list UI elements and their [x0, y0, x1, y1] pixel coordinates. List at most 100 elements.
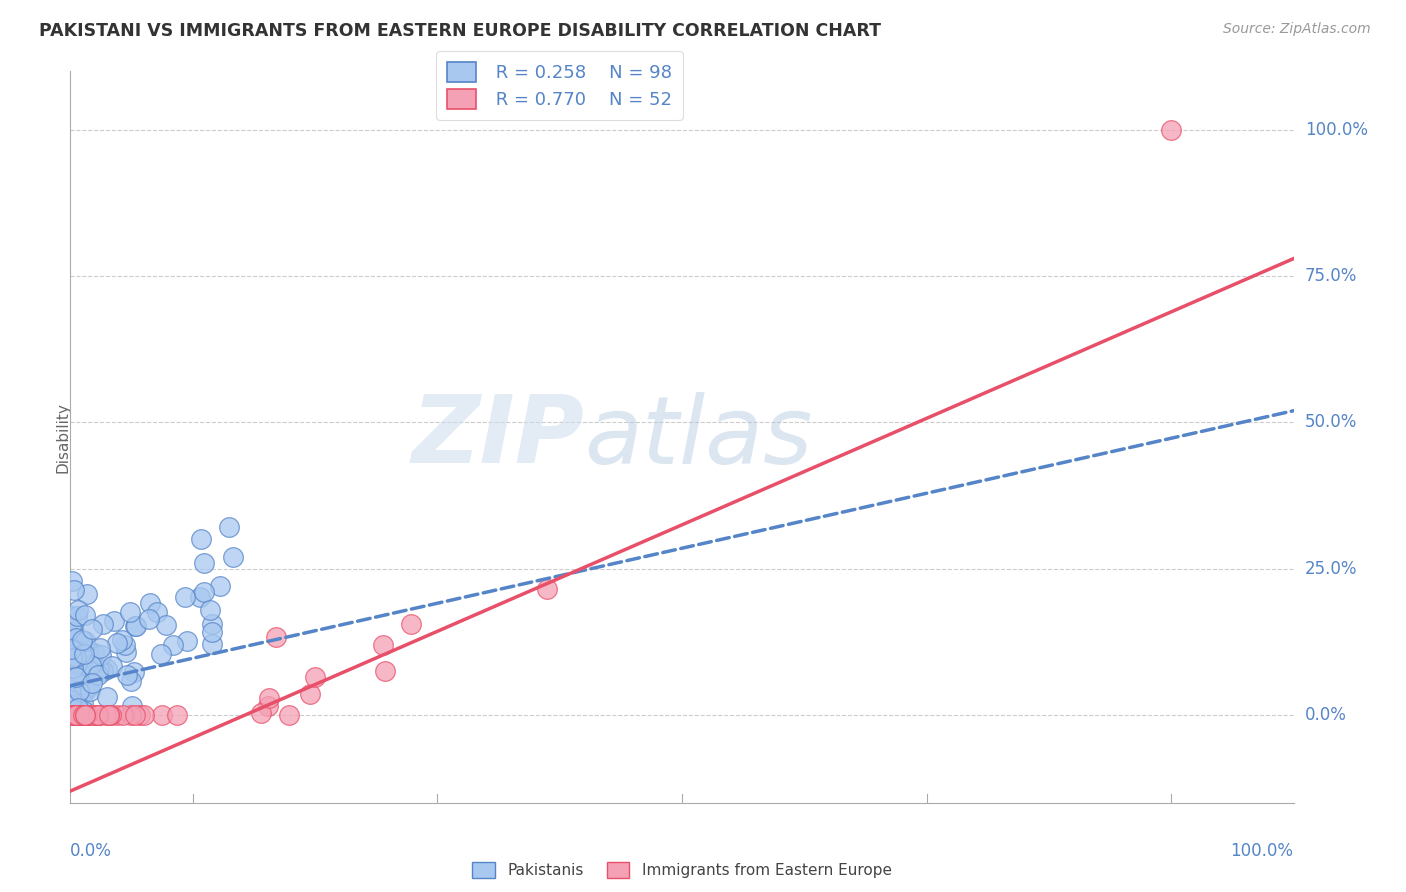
Point: [66, 708, 89, 723]
Point: [201, 637, 224, 651]
Legend: Pakistanis, Immigrants from Eastern Europe: Pakistanis, Immigrants from Eastern Euro…: [464, 855, 900, 886]
Point: [80, 676, 103, 690]
Point: [72, 708, 94, 723]
Point: [79, 683, 101, 698]
Point: [100, 708, 122, 723]
Point: [67, 665, 90, 680]
Text: ZIP: ZIP: [411, 391, 583, 483]
Point: [91, 664, 114, 678]
Point: [162, 639, 184, 653]
Point: [63, 641, 86, 656]
Point: [66, 608, 89, 623]
Point: [90, 648, 112, 662]
Point: [146, 605, 169, 619]
Point: [70, 708, 93, 723]
Point: [149, 647, 172, 661]
Point: [72, 708, 94, 723]
Point: [83, 647, 105, 661]
Text: atlas: atlas: [583, 392, 813, 483]
Point: [60, 651, 83, 665]
Point: [132, 708, 155, 723]
Point: [66, 603, 89, 617]
Point: [70, 646, 93, 660]
Point: [87, 708, 110, 723]
Point: [86, 668, 108, 682]
Point: [218, 520, 240, 534]
Point: [82, 622, 104, 636]
Point: [76, 708, 98, 723]
Point: [298, 687, 321, 701]
Point: [70, 706, 93, 720]
Text: 0.0%: 0.0%: [1305, 706, 1347, 724]
Point: [62, 653, 84, 667]
Point: [70, 708, 93, 723]
Point: [128, 708, 150, 723]
Point: [82, 708, 104, 723]
Point: [257, 690, 280, 705]
Point: [76, 587, 98, 601]
Point: [87, 708, 110, 723]
Point: [103, 614, 125, 628]
Text: Source: ZipAtlas.com: Source: ZipAtlas.com: [1223, 22, 1371, 37]
Point: [373, 638, 395, 652]
Point: [105, 636, 128, 650]
Point: [118, 605, 141, 619]
Text: 100.0%: 100.0%: [1230, 842, 1294, 860]
Point: [208, 579, 231, 593]
Point: [60, 693, 83, 707]
Point: [86, 708, 108, 723]
Point: [114, 638, 136, 652]
Text: 25.0%: 25.0%: [1305, 560, 1357, 578]
Point: [72, 683, 94, 698]
Point: [63, 582, 86, 597]
Point: [60, 608, 83, 623]
Point: [76, 707, 98, 722]
Point: [76, 708, 98, 723]
Point: [114, 645, 136, 659]
Point: [166, 708, 188, 723]
Point: [304, 670, 326, 684]
Point: [67, 684, 90, 698]
Point: [66, 708, 89, 723]
Point: [256, 699, 278, 714]
Point: [60, 651, 83, 665]
Point: [73, 647, 96, 661]
Point: [66, 658, 89, 673]
Point: [76, 659, 98, 673]
Point: [73, 704, 96, 718]
Point: [89, 640, 111, 655]
Point: [69, 670, 91, 684]
Point: [65, 631, 87, 645]
Point: [176, 634, 198, 648]
Point: [63, 642, 86, 657]
Point: [117, 668, 139, 682]
Point: [65, 670, 87, 684]
Point: [63, 708, 86, 723]
Point: [70, 632, 93, 647]
Point: [124, 665, 146, 680]
Point: [190, 532, 212, 546]
Point: [67, 708, 90, 723]
Point: [125, 619, 148, 633]
Point: [67, 708, 90, 723]
Point: [63, 671, 86, 685]
Point: [73, 708, 96, 723]
Point: [66, 656, 89, 670]
Point: [87, 663, 110, 677]
Point: [1160, 123, 1182, 137]
Point: [60, 698, 83, 712]
Point: [63, 656, 86, 670]
Point: [374, 665, 396, 679]
Point: [82, 668, 104, 682]
Point: [60, 708, 83, 723]
Point: [111, 708, 134, 723]
Point: [60, 708, 83, 723]
Point: [73, 708, 96, 723]
Point: [76, 681, 98, 696]
Text: PAKISTANI VS IMMIGRANTS FROM EASTERN EUROPE DISABILITY CORRELATION CHART: PAKISTANI VS IMMIGRANTS FROM EASTERN EUR…: [39, 22, 882, 40]
Point: [399, 616, 422, 631]
Point: [63, 708, 86, 723]
Point: [67, 654, 90, 668]
Point: [73, 633, 96, 648]
Point: [155, 618, 177, 632]
